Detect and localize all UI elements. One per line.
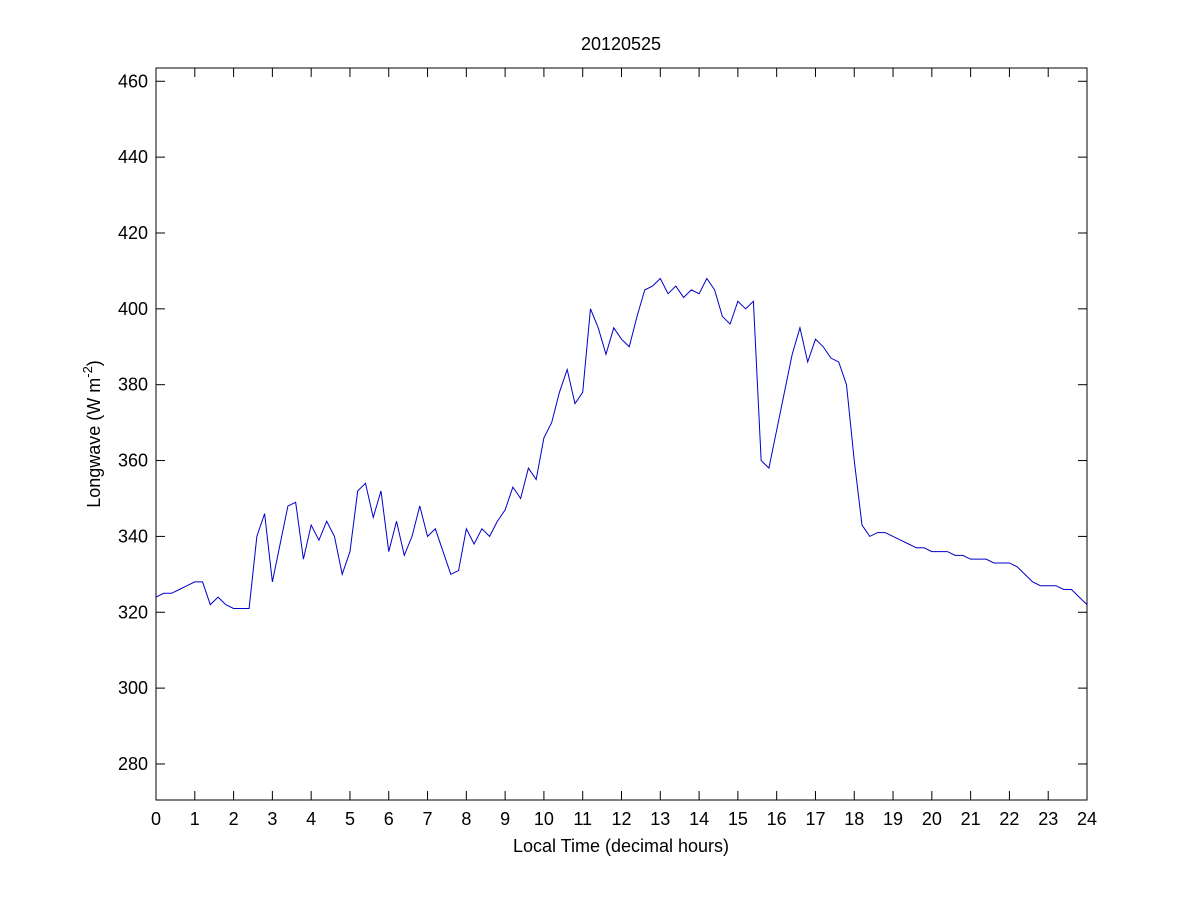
x-tick-label: 23 (1038, 809, 1058, 829)
x-axis-label: Local Time (decimal hours) (513, 836, 729, 856)
y-tick-label: 320 (118, 602, 148, 622)
x-tick-label: 6 (384, 809, 394, 829)
x-tick-label: 10 (534, 809, 554, 829)
x-tick-label: 13 (650, 809, 670, 829)
y-tick-label: 460 (118, 71, 148, 91)
x-tick-label: 7 (423, 809, 433, 829)
x-tick-label: 18 (844, 809, 864, 829)
x-tick-label: 12 (611, 809, 631, 829)
x-tick-label: 22 (999, 809, 1019, 829)
x-tick-label: 3 (267, 809, 277, 829)
x-tick-label: 15 (728, 809, 748, 829)
y-tick-label: 360 (118, 451, 148, 471)
x-tick-label: 11 (573, 809, 592, 829)
y-tick-label: 420 (118, 223, 148, 243)
x-tick-label: 20 (922, 809, 942, 829)
x-tick-label: 17 (805, 809, 825, 829)
y-tick-label: 340 (118, 526, 148, 546)
data-line (155, 277, 1088, 609)
y-axis-label-text: Longwave (W m (84, 378, 104, 508)
x-tick-label: 4 (306, 809, 316, 829)
x-tick-label: 1 (190, 809, 200, 829)
x-tick-label: 21 (961, 809, 981, 829)
x-tick-label: 14 (689, 809, 709, 829)
plot-area (155, 67, 1088, 801)
y-axis-label-superscript: -2 (80, 366, 95, 378)
y-tick-label: 440 (118, 147, 148, 167)
y-tick-label: 380 (118, 375, 148, 395)
y-tick-label: 400 (118, 299, 148, 319)
x-tick-label: 24 (1077, 809, 1097, 829)
x-tick-label: 9 (500, 809, 510, 829)
y-axis-label: Longwave (W m-2) (80, 360, 104, 508)
y-tick-label: 280 (118, 754, 148, 774)
x-tick-label: 0 (151, 809, 161, 829)
x-tick-label: 5 (345, 809, 355, 829)
x-tick-label: 8 (461, 809, 471, 829)
x-tick-label: 19 (883, 809, 903, 829)
x-tick-label: 16 (767, 809, 787, 829)
y-tick-label: 300 (118, 678, 148, 698)
chart-title: 20120525 (581, 34, 661, 54)
y-axis-label-suffix: ) (84, 360, 104, 366)
x-tick-label: 2 (229, 809, 239, 829)
